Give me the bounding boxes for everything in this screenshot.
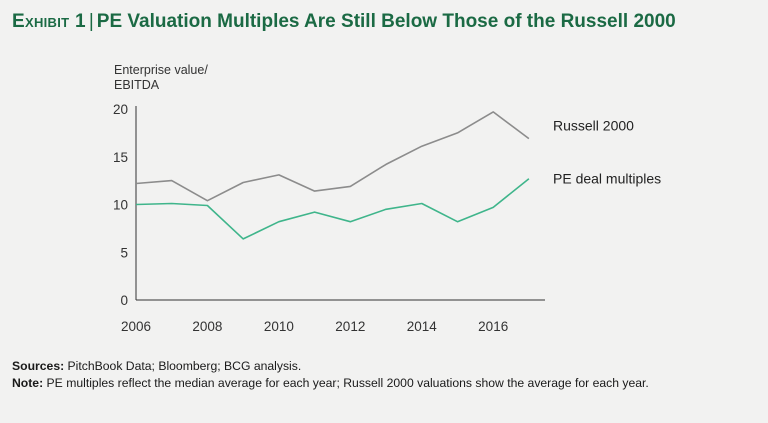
note-line: Note: PE multiples reflect the median av…: [12, 375, 752, 392]
series-line-pe-deal-multiples: [135, 178, 530, 240]
axes: [135, 106, 545, 301]
y-tick-label: 5: [120, 245, 128, 260]
x-tick-label: 2014: [407, 319, 438, 334]
title-separator: |: [88, 11, 94, 32]
sources-text: PitchBook Data; Bloomberg; BCG analysis.: [67, 359, 302, 373]
y-axis-label-line-1: Enterprise value/: [114, 63, 208, 77]
line-chart: Enterprise value/ EBITDA 0 5 10 15 20 2006 200…: [113, 63, 661, 334]
note-label: Note:: [12, 375, 44, 390]
x-tick-label: 2006: [121, 319, 151, 334]
x-tick-label: 2008: [192, 319, 222, 334]
series-line-russell-2000: [135, 111, 530, 202]
note-text: PE multiples reflect the median average …: [46, 375, 649, 390]
y-tick-label: 15: [113, 150, 128, 165]
exhibit-title-text: PE Valuation Multiples Are Still Below T…: [96, 11, 676, 32]
y-tick-label: 0: [120, 293, 128, 308]
exhibit-number: Exhibit 1: [12, 11, 86, 32]
y-axis-label-line-2: EBITDA: [114, 78, 160, 92]
sources-line: Sources: PitchBook Data; Bloomberg; BCG …: [12, 358, 752, 375]
exhibit-title: Exhibit 1 | PE Valuation Multiples Are Sti…: [12, 11, 676, 33]
x-tick-label: 2012: [335, 319, 365, 334]
footnotes: Sources: PitchBook Data; Bloomberg; BCG …: [12, 358, 752, 391]
x-tick-label: 2016: [478, 319, 508, 334]
legend-label-russell-2000: Russell 2000: [553, 118, 634, 134]
y-tick-label: 10: [113, 198, 128, 213]
series-lines: [135, 111, 530, 240]
legend-label-pe-deal-multiples: PE deal multiples: [553, 171, 661, 187]
x-tick-label: 2010: [264, 319, 294, 334]
legend: Russell 2000 PE deal multiples: [553, 118, 661, 187]
sources-label: Sources:: [12, 359, 65, 373]
tick-labels: 0 5 10 15 20 2006 2008 2010 2012 2014 2016: [113, 102, 508, 334]
y-tick-label: 20: [113, 102, 128, 117]
